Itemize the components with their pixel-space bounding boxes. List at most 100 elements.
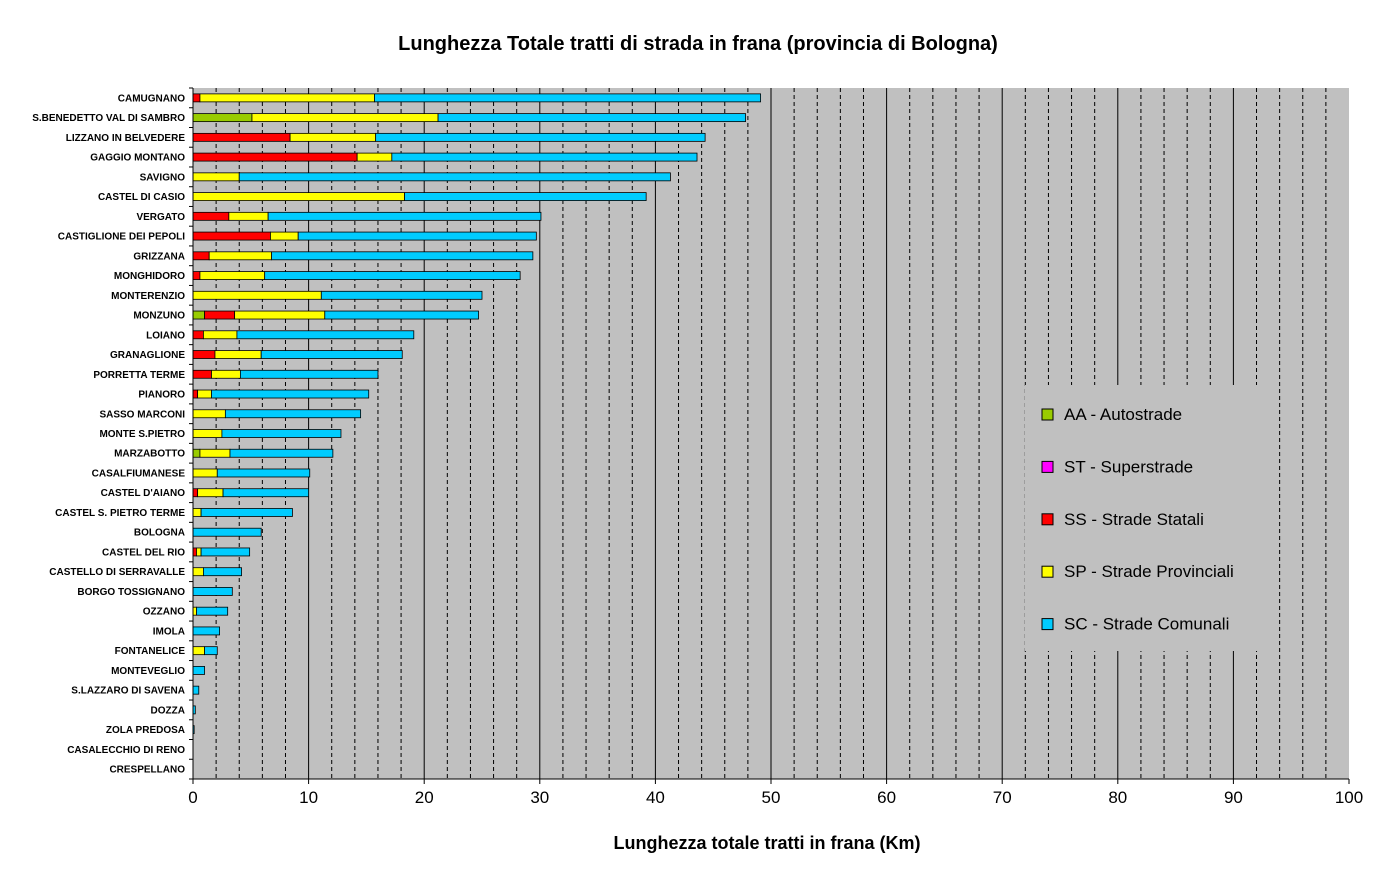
category-label-castel-s-pietro-terme: CASTEL S. PIETRO TERME (55, 508, 185, 519)
bar-sc-castel-d-aiano (222, 488, 309, 498)
legend-label-st: ST - Superstrade (1064, 457, 1193, 476)
category-label-lizzano-in-belvedere: LIZZANO IN BELVEDERE (66, 133, 186, 144)
bar-sp-castel-s-pietro-terme (192, 508, 202, 517)
bar-sp-fontanelice (192, 646, 205, 656)
legend-box (1025, 385, 1278, 651)
category-label-camugnano: CAMUGNANO (118, 93, 185, 104)
x-tick-label: 90 (1224, 788, 1243, 807)
bar-sc-monteveglio (192, 666, 205, 675)
bar-ss-vergato (192, 211, 230, 221)
x-tick-label: 100 (1335, 788, 1363, 807)
category-label-castiglione-dei-pepoli: CASTIGLIONE DEI PEPOLI (58, 232, 185, 243)
bar-ss-pianoro (192, 389, 199, 399)
category-label-zola-predosa: ZOLA PREDOSA (106, 725, 185, 736)
bar-sc-s-lazzaro-di-savena (192, 685, 200, 695)
bar-sc-pianoro (211, 389, 370, 399)
bar-sp-castel-del-rio (196, 547, 202, 557)
bar-sc-porretta-terme (239, 369, 379, 379)
category-label-pianoro: PIANORO (138, 390, 185, 401)
category-label-imola: IMOLA (153, 626, 185, 637)
bar-sc-ozzano (196, 606, 229, 616)
bar-ss-monzuno (204, 310, 236, 320)
bar-ss-castel-del-rio (192, 547, 197, 557)
bar-sc-s-benedetto-val-di-sambro (437, 113, 746, 123)
legend-label-sc: SC - Strade Comunali (1064, 615, 1229, 634)
bar-sc-bologna (192, 527, 262, 537)
category-label-dozza: DOZZA (151, 705, 185, 716)
bar-sp-castiglione-dei-pepoli (270, 231, 299, 241)
bar-ss-monghidoro (192, 271, 201, 280)
legend-swatch-aa (1041, 408, 1054, 421)
bar-sc-grizzana (271, 251, 534, 261)
legend-swatch-sp (1041, 565, 1054, 578)
bar-sp-loiano (203, 330, 238, 340)
bar-ss-camugnano (192, 93, 201, 103)
bar-ss-gaggio-montano (192, 152, 358, 162)
grid-lines (215, 88, 1327, 779)
axes (189, 87, 1350, 784)
bar-ss-porretta-terme (192, 369, 212, 379)
bar-sp-pianoro (197, 389, 212, 399)
category-label-porretta-terme: PORRETTA TERME (93, 370, 185, 381)
bar-sc-gaggio-montano (391, 152, 698, 162)
bar-sc-casalfiumanese (216, 468, 311, 478)
bar-sp-s-benedetto-val-di-sambro (251, 113, 439, 123)
bar-aa-s-benedetto-val-di-sambro (192, 113, 253, 123)
bar-ss-castiglione-dei-pepoli (192, 231, 271, 241)
bar-sp-savigno (192, 172, 240, 182)
bar-aa-monzuno (192, 310, 205, 320)
category-label-castel-del-rio: CASTEL DEL RIO (102, 547, 185, 558)
bar-sc-lizzano-in-belvedere (375, 132, 706, 142)
bar-sp-lizzano-in-belvedere (289, 132, 377, 142)
category-label-ozzano: OZZANO (143, 607, 185, 618)
bar-sc-savigno (238, 172, 671, 182)
bar-sp-gaggio-montano (356, 152, 393, 162)
bar-sp-castel-di-casio (192, 192, 405, 201)
legend-label-ss: SS - Strade Statali (1064, 510, 1204, 529)
bar-sp-vergato (228, 211, 269, 221)
bar-sc-loiano (236, 330, 415, 340)
category-label-fontanelice: FONTANELICE (115, 646, 186, 657)
category-label-monghidoro: MONGHIDORO (114, 271, 185, 282)
bar-sc-castello-di-serravalle (203, 567, 242, 577)
legend-swatch-st (1041, 460, 1054, 473)
category-label-bologna: BOLOGNA (134, 528, 185, 539)
bar-ss-granaglione (192, 350, 216, 359)
category-label-monterenzio: MONTERENZIO (111, 291, 185, 302)
bar-ss-lizzano-in-belvedere (192, 132, 291, 142)
bar-sc-monte-s-pietro (221, 429, 342, 438)
bar-sp-casalfiumanese (192, 468, 218, 478)
bar-sp-sasso-marconi (192, 409, 226, 419)
bar-sp-monte-s-pietro (192, 429, 223, 438)
bar-sp-granaglione (214, 350, 262, 359)
x-tick-label: 80 (1108, 788, 1127, 807)
bar-sc-fontanelice (204, 646, 218, 656)
category-label-grizzana: GRIZZANA (133, 251, 185, 262)
x-tick-label: 50 (762, 788, 781, 807)
x-tick-label: 20 (415, 788, 434, 807)
category-label-gaggio-montano: GAGGIO MONTANO (90, 153, 185, 164)
category-label-vergato: VERGATO (136, 212, 185, 223)
bar-sp-castello-di-serravalle (192, 567, 204, 577)
x-tick-label: 0 (188, 788, 197, 807)
bar-sp-porretta-terme (211, 369, 241, 379)
category-label-casalecchio-di-reno: CASALECCHIO DI RENO (67, 745, 185, 756)
category-label-castel-d-aiano: CASTEL D'AIANO (101, 488, 186, 499)
bar-sc-castel-di-casio (404, 192, 647, 201)
category-label-crespellano: CRESPELLANO (109, 765, 185, 776)
bar-sc-monzuno (324, 310, 479, 320)
x-axis-label: Lunghezza totale tratti in frana (Km) (613, 833, 920, 853)
category-label-casalfiumanese: CASALFIUMANESE (92, 468, 186, 479)
x-tick-label: 30 (530, 788, 549, 807)
bar-sp-camugnano (199, 93, 375, 103)
category-label-castello-di-serravalle: CASTELLO DI SERRAVALLE (49, 567, 185, 578)
category-label-monteveglio: MONTEVEGLIO (111, 666, 185, 677)
bar-sp-grizzana (208, 251, 273, 261)
category-labels: CAMUGNANO S.BENEDETTO VAL DI SAMBRO LIZZAN… (32, 93, 185, 775)
category-label-granaglione: GRANAGLIONE (110, 350, 185, 361)
bar-ss-grizzana (192, 251, 210, 261)
legend-swatch-ss (1041, 513, 1054, 526)
category-label-monzuno: MONZUNO (133, 311, 185, 322)
x-tick-label: 40 (646, 788, 665, 807)
